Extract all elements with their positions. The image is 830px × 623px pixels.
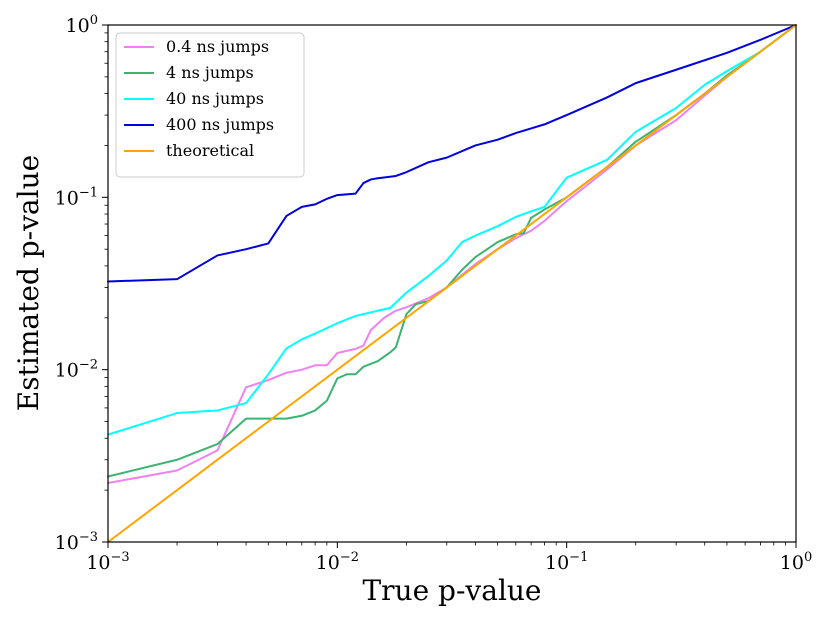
legend: 0.4 ns jumps 4 ns jumps 40 ns jumps 400 ns … bbox=[115, 32, 305, 178]
y-tick-label: 10−3 bbox=[55, 530, 98, 554]
legend-label-2: 40 ns jumps bbox=[166, 89, 264, 108]
ticks-layer: 10−3 10−2 10−1 100 10−3 10−2 10−1 100 bbox=[55, 13, 813, 574]
series-line-3 bbox=[107, 24, 797, 283]
series-line-4 bbox=[107, 24, 797, 543]
x-axis-label: True p-value bbox=[362, 574, 541, 607]
y-tick-label: 10−2 bbox=[55, 358, 98, 382]
x-tick-label: 100 bbox=[780, 550, 812, 574]
y-axis-label: Estimated p-value bbox=[12, 155, 45, 411]
series-line-2 bbox=[107, 24, 797, 436]
legend-label-3: 400 ns jumps bbox=[166, 115, 274, 134]
series-layer bbox=[107, 24, 797, 543]
legend-label-1: 4 ns jumps bbox=[166, 63, 254, 82]
y-tick-label: 10−1 bbox=[55, 185, 98, 209]
x-tick-label: 10−3 bbox=[86, 550, 129, 574]
x-tick-label: 10−2 bbox=[316, 550, 359, 574]
plot-frame bbox=[107, 24, 797, 543]
y-tick-label: 100 bbox=[66, 13, 98, 37]
legend-label-4: theoretical bbox=[166, 141, 254, 160]
legend-frame bbox=[115, 32, 305, 178]
x-tick-label: 10−1 bbox=[545, 550, 588, 574]
legend-label-0: 0.4 ns jumps bbox=[166, 37, 269, 56]
